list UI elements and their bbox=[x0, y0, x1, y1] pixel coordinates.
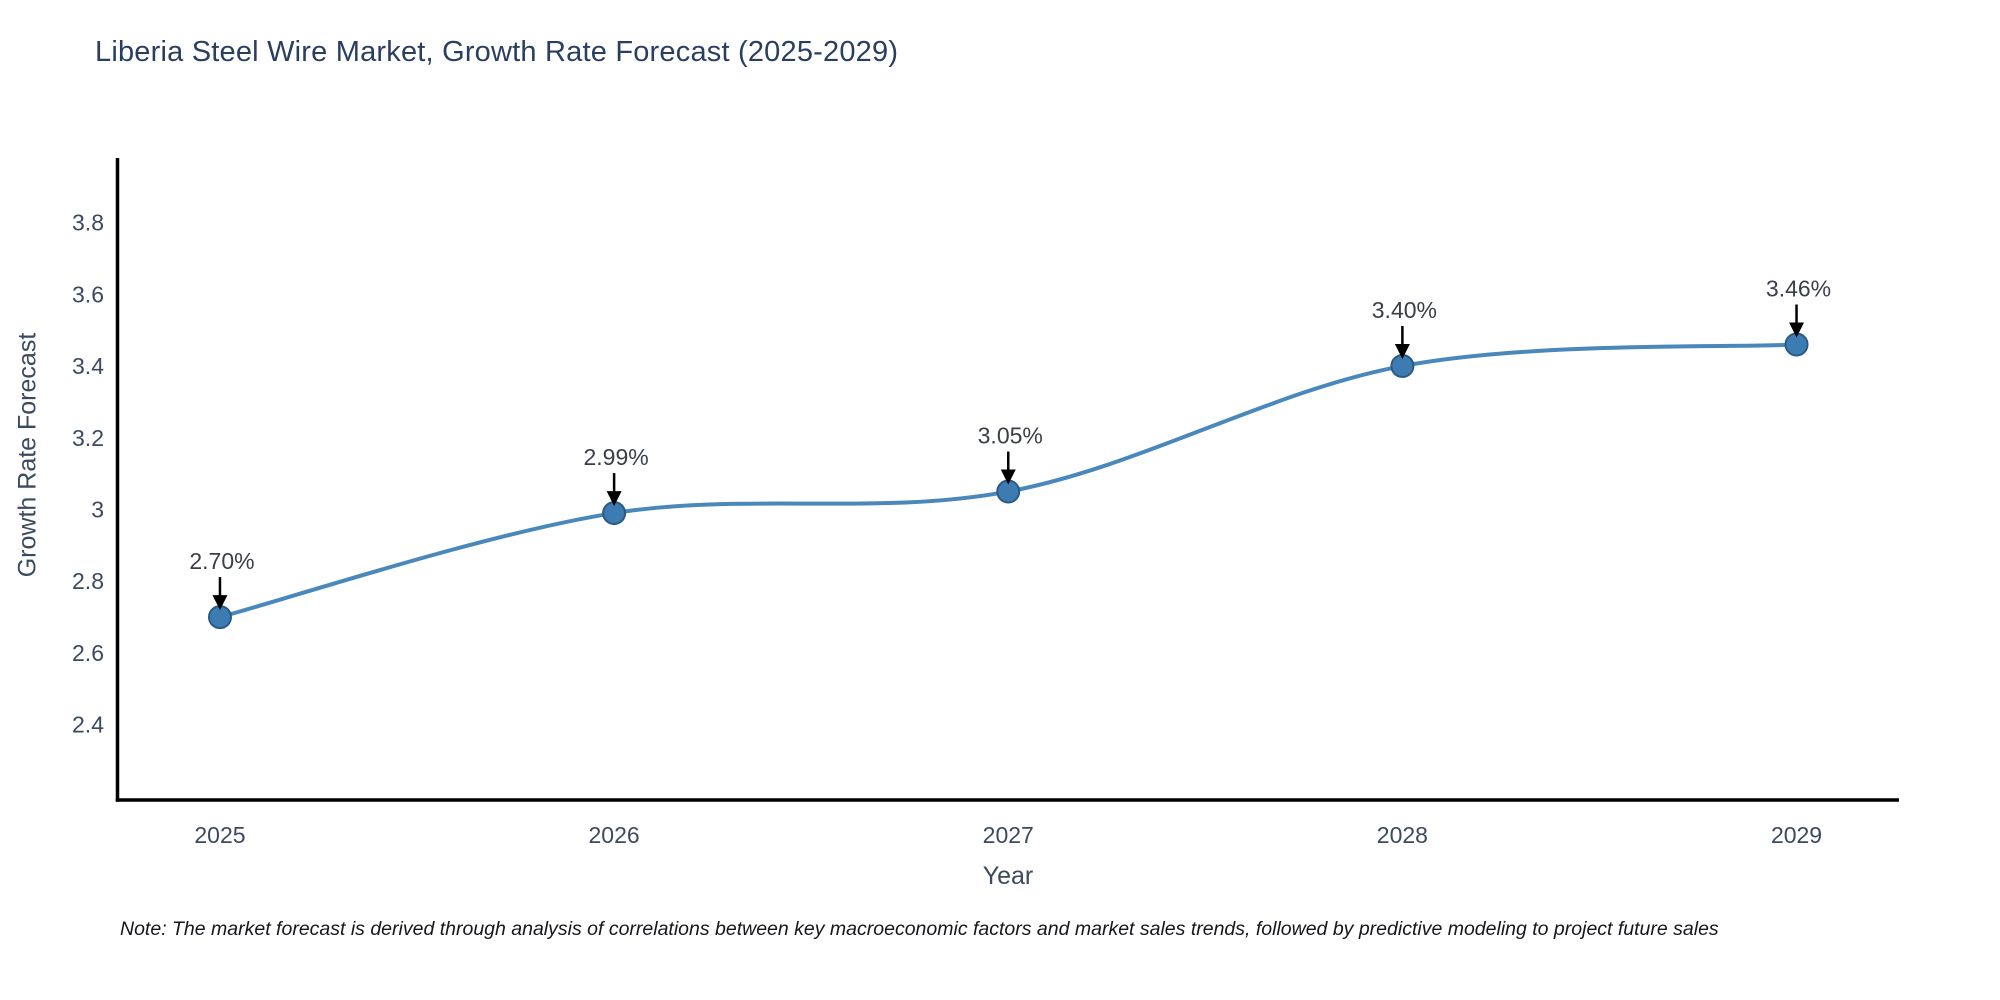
annotation-arrowhead bbox=[1394, 344, 1410, 360]
point-value-label: 2.99% bbox=[584, 444, 649, 470]
y-tick-label: 3.2 bbox=[72, 425, 104, 451]
point-value-label: 3.40% bbox=[1372, 297, 1437, 323]
x-axis-title: Year bbox=[982, 862, 1034, 890]
footnote: Note: The market forecast is derived thr… bbox=[120, 918, 1719, 940]
y-tick-label: 2.6 bbox=[72, 640, 104, 666]
x-tick-label: 2025 bbox=[194, 822, 245, 848]
x-tick-label: 2026 bbox=[589, 822, 640, 848]
chart-title: Liberia Steel Wire Market, Growth Rate F… bbox=[95, 36, 899, 68]
point-value-label: 3.05% bbox=[978, 423, 1043, 449]
x-tick-label: 2027 bbox=[983, 822, 1034, 848]
annotation-arrowhead bbox=[212, 595, 228, 611]
x-tick-label: 2029 bbox=[1771, 822, 1822, 848]
point-value-label: 3.46% bbox=[1766, 276, 1831, 302]
y-tick-label: 2.4 bbox=[72, 712, 104, 738]
y-axis-title: Growth Rate Forecast bbox=[13, 332, 42, 578]
point-value-label: 2.70% bbox=[189, 548, 254, 574]
annotation-arrowhead bbox=[606, 491, 622, 507]
y-tick-label: 3.4 bbox=[72, 353, 104, 379]
annotation-arrowhead bbox=[1000, 469, 1016, 485]
y-tick-label: 2.8 bbox=[72, 568, 104, 594]
x-tick-label: 2028 bbox=[1377, 822, 1428, 848]
y-tick-label: 3.8 bbox=[72, 210, 104, 236]
y-tick-label: 3.6 bbox=[72, 281, 104, 307]
y-tick-label: 3 bbox=[91, 496, 104, 522]
annotation-arrowhead bbox=[1789, 322, 1805, 338]
